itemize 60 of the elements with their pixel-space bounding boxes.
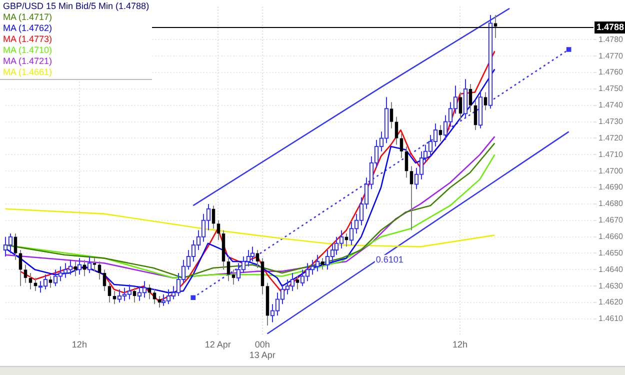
text: MA (1.4661) xyxy=(3,67,54,78)
candlestick xyxy=(404,146,408,178)
candlestick xyxy=(438,124,442,142)
text: MA (1.4717) xyxy=(3,12,54,23)
candlestick xyxy=(390,102,394,129)
y-tick-label: 1.4670 xyxy=(598,216,624,225)
candlestick xyxy=(484,92,488,111)
annotation: 0.6101 xyxy=(376,254,404,264)
y-tick-label: 1.4610 xyxy=(598,314,624,324)
candlestick xyxy=(112,290,116,305)
x-tick-label: 12h xyxy=(452,339,468,350)
y-tick-label: 1.4630 xyxy=(598,281,624,290)
candlestick xyxy=(320,258,324,270)
candlestick xyxy=(400,132,404,158)
candlestick xyxy=(394,116,398,146)
text: MA (1.4773) xyxy=(3,34,54,45)
candlestick xyxy=(98,260,102,280)
candlestick xyxy=(458,92,462,121)
x-tick-label: 12 Apr xyxy=(204,339,231,350)
y-tick-label: 1.4780 xyxy=(598,34,624,44)
chart-title: GBP/USD 15 Min Bid/5 Min (1.4788) xyxy=(3,1,150,12)
y-tick-label: 1.4720 xyxy=(598,133,624,142)
text: MA (1.4710) xyxy=(3,45,54,56)
candlestick xyxy=(152,288,156,305)
candlestick xyxy=(212,205,216,230)
candlestick xyxy=(216,220,220,241)
y-tick-label: 1.4740 xyxy=(598,100,624,110)
candlestick xyxy=(24,264,28,284)
y-tick-label: 1.4700 xyxy=(598,166,624,176)
text: MA (1.4721) xyxy=(3,56,54,67)
x-tick-label: 12h xyxy=(72,339,87,350)
candlestick xyxy=(296,276,300,290)
y-tick-label: 1.4680 xyxy=(598,199,624,208)
candlestick xyxy=(102,269,106,292)
y-tick-label: 1.4650 xyxy=(598,248,624,258)
x-tick-label: 00h 13 Apr xyxy=(249,339,276,360)
candlestick xyxy=(14,233,18,260)
candlestick xyxy=(132,287,136,304)
y-tick-label: 1.4730 xyxy=(598,117,624,126)
candlestick xyxy=(256,249,260,269)
candlestick xyxy=(108,280,112,304)
text: MA (1.4762) xyxy=(3,23,54,34)
candlestick xyxy=(410,166,414,231)
y-tick-label: 1.4750 xyxy=(598,84,624,94)
y-tick-label: 1.4660 xyxy=(598,232,624,242)
candlestick xyxy=(226,256,230,282)
ref-line-label: 1.4788 xyxy=(596,22,624,32)
candlestick xyxy=(92,258,96,272)
y-tick-label: 1.4770 xyxy=(598,51,624,60)
candlestick xyxy=(28,272,32,290)
candlestick xyxy=(18,249,22,287)
y-tick-label: 1.4690 xyxy=(598,182,624,192)
y-tick-label: 1.4710 xyxy=(598,150,624,159)
candlestick xyxy=(48,276,52,288)
candlestick xyxy=(232,269,236,285)
candlestick xyxy=(474,100,478,131)
candlestick xyxy=(468,84,472,112)
y-tick-label: 1.4620 xyxy=(598,298,624,307)
y-tick-label: 1.4640 xyxy=(598,264,624,274)
y-tick-label: 1.4760 xyxy=(598,68,624,77)
